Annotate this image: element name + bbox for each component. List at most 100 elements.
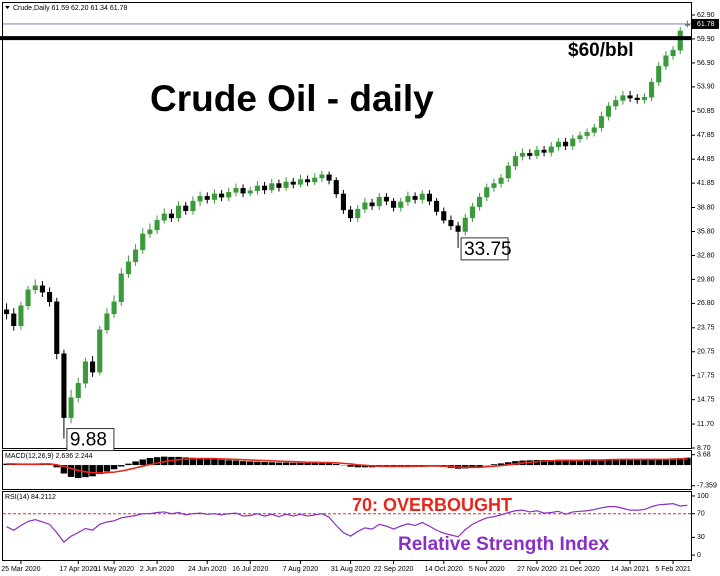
macd-bar xyxy=(497,463,505,466)
macd-signal xyxy=(6,457,688,474)
y-tick-label: 26.80 xyxy=(697,300,715,307)
macd-bar xyxy=(297,462,304,466)
candle-body xyxy=(18,305,24,327)
rsi-panel xyxy=(2,491,692,561)
candle-body xyxy=(534,149,540,156)
y-tick-label: 14.75 xyxy=(697,397,715,404)
candle-body xyxy=(527,152,533,156)
x-tick-label: 5 Nov 2020 xyxy=(469,566,505,573)
y-tick-label: 59.90 xyxy=(697,36,715,43)
macd-bar xyxy=(490,464,498,466)
y-tick-label: 47.85 xyxy=(697,132,715,139)
macd-bar xyxy=(232,460,240,466)
candle-body xyxy=(376,196,382,207)
rsi-level-label: 70: OVERBOUGHT xyxy=(352,495,512,515)
macd-bar xyxy=(354,465,361,468)
macd-bar xyxy=(318,462,326,466)
candle-body xyxy=(369,202,375,207)
candle-body xyxy=(140,233,146,251)
candle-body xyxy=(391,200,397,208)
candle-body xyxy=(319,174,325,179)
macd-bar xyxy=(605,459,612,466)
candle-body xyxy=(505,165,511,179)
candle-body xyxy=(269,183,275,191)
macd-bar xyxy=(347,465,354,467)
macd-bar xyxy=(669,458,677,466)
macd-bar xyxy=(204,458,211,466)
x-tick-label: 31 Aug 2020 xyxy=(331,566,370,573)
candle-body xyxy=(32,285,38,291)
candle-body xyxy=(620,95,626,101)
y-tick-label: 29.80 xyxy=(697,276,715,283)
macd-bar xyxy=(469,465,476,468)
macd-bar xyxy=(684,457,691,466)
symbol-info: Crude,Daily 61.59 62.20 61.34 61.78 xyxy=(13,5,128,12)
y-tick-label: 11.70 xyxy=(697,421,714,428)
y-tick-label: 56.90 xyxy=(697,60,715,67)
macd-bar xyxy=(512,461,519,466)
macd-bar xyxy=(583,460,591,466)
macd-bar xyxy=(677,458,684,466)
macd-bar xyxy=(282,462,290,466)
annotation-label: 9.88 xyxy=(70,430,107,451)
candle-body xyxy=(125,261,131,275)
y-tick-label: 53.90 xyxy=(697,84,715,91)
candle-body xyxy=(412,196,418,200)
candle-body xyxy=(254,185,260,191)
macd-bar xyxy=(96,465,103,475)
macd-bar xyxy=(218,459,225,466)
macd-bar xyxy=(540,460,548,466)
candle-body xyxy=(383,196,389,202)
macd-bar xyxy=(419,465,426,466)
candle-body xyxy=(598,116,604,128)
candle-body xyxy=(398,201,404,208)
candle-body xyxy=(541,149,547,153)
macd-bar xyxy=(211,459,218,466)
x-tick-label: 14 Oct 2020 xyxy=(425,566,463,573)
x-tick-label: 16 Jul 2020 xyxy=(232,566,268,573)
macd-bar xyxy=(555,459,562,466)
candle-body xyxy=(305,179,311,183)
candle-body xyxy=(176,205,182,219)
macd-bar xyxy=(548,460,555,466)
candle-body xyxy=(462,217,468,232)
macd-bar xyxy=(598,459,605,466)
macd-bar xyxy=(10,464,17,466)
y-tick-label: 17.75 xyxy=(697,373,715,380)
candle-body xyxy=(161,213,167,221)
macd-bar xyxy=(569,460,576,466)
candle-body xyxy=(555,141,561,148)
rsi-name: Relative Strength Index xyxy=(398,534,610,555)
macd-bar xyxy=(576,460,584,466)
candle-body xyxy=(75,383,81,398)
candle-body xyxy=(25,289,31,307)
candle-body xyxy=(183,205,189,211)
candle-body xyxy=(233,188,239,193)
candle-body xyxy=(326,174,332,181)
x-tick-label: 14 Jan 2021 xyxy=(611,566,650,573)
candle-body xyxy=(670,49,676,56)
candle-body xyxy=(455,225,461,232)
macd-panel xyxy=(2,450,692,490)
x-tick-label: 27 Nov 2020 xyxy=(517,566,557,573)
candle-body xyxy=(168,213,174,219)
candle-body xyxy=(133,249,139,263)
candle-body xyxy=(340,193,346,211)
annotation-box xyxy=(66,428,115,452)
candle-body xyxy=(405,196,411,203)
candle-body xyxy=(426,193,432,202)
macd-bar xyxy=(3,463,10,466)
y-tick-label: -7.359 xyxy=(697,483,717,490)
candle-body xyxy=(498,177,504,184)
candle-body xyxy=(68,397,74,418)
candle-body xyxy=(333,180,339,195)
macd-bar xyxy=(325,463,333,466)
level-label: $60/bbl xyxy=(568,40,633,61)
candle-body xyxy=(11,313,17,327)
candle-body xyxy=(355,208,361,219)
candle-body xyxy=(577,135,583,140)
candle-body xyxy=(469,206,475,219)
macd-bar xyxy=(655,459,662,466)
candle-body xyxy=(584,132,590,136)
annotation-box xyxy=(460,237,509,261)
